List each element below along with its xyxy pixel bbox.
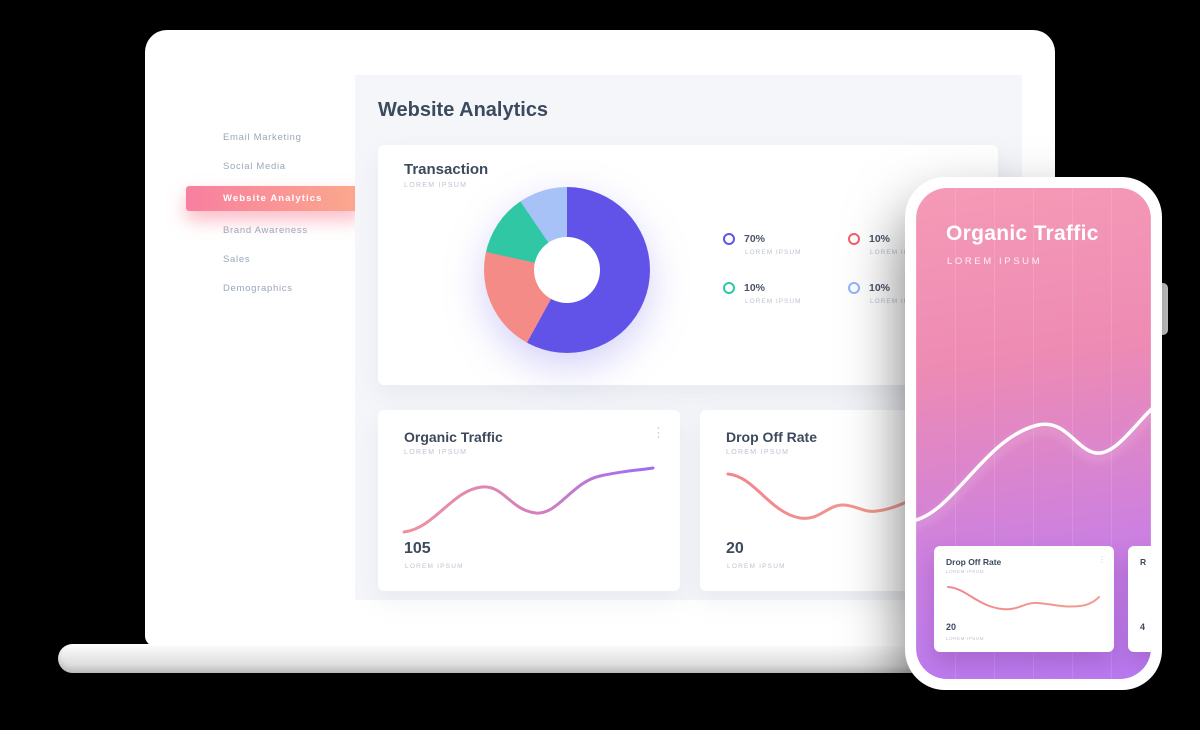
legend-ring-purple-icon (723, 233, 735, 245)
dropoff-card-title: Drop Off Rate (726, 429, 817, 445)
transaction-donut-chart (484, 187, 650, 353)
sidebar-item-sales[interactable]: Sales (223, 254, 251, 265)
legend-value: 10% (869, 282, 891, 294)
phone-organic-traffic-chart (916, 407, 1151, 522)
organic-card-subtitle: LOREM IPSUM (404, 449, 468, 456)
drop-off-rate-chart (726, 472, 919, 520)
phone-clipped-card: R 4 (1128, 546, 1151, 652)
organic-metric-value: 105 (404, 540, 431, 557)
phone-page-title: Organic Traffic (946, 222, 1099, 245)
transaction-legend: 70% LOREM IPSUM 10% LOREM IPSUM 10% LORE… (723, 233, 973, 305)
dropoff-metric-value: 20 (726, 540, 744, 557)
organic-traffic-chart (402, 466, 655, 534)
legend-label: LOREM IPSUM (870, 298, 927, 305)
phone-side-button (1157, 283, 1168, 335)
transaction-card: Transaction LOREM IPSUM 70% LOREM IPSUM … (378, 145, 998, 385)
transaction-card-subtitle: LOREM IPSUM (404, 182, 468, 189)
legend-ring-teal-icon (723, 282, 735, 294)
phone-card-title-fragment: R (1140, 557, 1147, 567)
phone-cards-row: Drop Off Rate LOREM IPSUM ⋮ 20 LOREM IPS… (934, 546, 1151, 652)
phone-card-value: 20 (946, 622, 957, 632)
legend-item: 10% LOREM IPSUM (723, 282, 848, 305)
sidebar-item-demographics[interactable]: Demographics (223, 283, 293, 294)
sidebar-nav: Email Marketing Social Media Website Ana… (175, 123, 362, 303)
phone-page-subtitle: LOREM IPSUM (947, 256, 1043, 267)
dropoff-metric-label: LOREM IPSUM (727, 563, 786, 570)
phone-card-value-label: LOREM IPSUM (946, 636, 985, 641)
phone-card-title: Drop Off Rate (946, 557, 1002, 567)
legend-item: 70% LOREM IPSUM (723, 233, 848, 256)
page-title: Website Analytics (378, 99, 549, 121)
organic-metric-label: LOREM IPSUM (405, 563, 464, 570)
sidebar-item-brand-awareness[interactable]: Brand Awareness (223, 225, 308, 236)
legend-label: LOREM IPSUM (745, 249, 802, 256)
legend-value: 10% (744, 282, 766, 294)
phone-drop-off-card: Drop Off Rate LOREM IPSUM ⋮ 20 LOREM IPS… (934, 546, 1114, 652)
kebab-menu-icon[interactable]: ⋮ (652, 425, 665, 440)
legend-item: 10% LOREM IPSUM (848, 233, 973, 256)
phone-card-value-fragment: 4 (1140, 622, 1146, 632)
organic-card-header: Organic Traffic LOREM IPSUM (404, 429, 503, 456)
transaction-card-header: Transaction LOREM IPSUM (404, 161, 488, 189)
phone-screen: Organic Traffic LOREM IPSUM Drop Off Rat… (916, 188, 1151, 679)
legend-label: LOREM IPSUM (745, 298, 802, 305)
sidebar-item-social-media[interactable]: Social Media (223, 161, 286, 172)
organic-card-title: Organic Traffic (404, 429, 503, 445)
legend-ring-blue-icon (848, 282, 860, 294)
sidebar: Email Marketing Social Media Website Ana… (175, 75, 362, 600)
dropoff-card-subtitle: LOREM IPSUM (726, 449, 790, 456)
transaction-card-title: Transaction (404, 161, 489, 178)
phone-mockup: Organic Traffic LOREM IPSUM Drop Off Rat… (905, 177, 1162, 690)
organic-traffic-card: Organic Traffic LOREM IPSUM ⋮ 105 LOREM … (378, 410, 680, 591)
legend-value: 70% (744, 233, 766, 245)
dropoff-card-header: Drop Off Rate LOREM IPSUM (726, 429, 817, 456)
sidebar-item-email-marketing[interactable]: Email Marketing (223, 132, 302, 143)
legend-ring-red-icon (848, 233, 860, 245)
kebab-menu-icon[interactable]: ⋮ (1098, 555, 1106, 564)
legend-value: 10% (869, 233, 891, 245)
sidebar-item-website-analytics[interactable]: Website Analytics (186, 186, 362, 211)
phone-card-subtitle: LOREM IPSUM (946, 569, 985, 574)
legend-label: LOREM IPSUM (870, 249, 927, 256)
phone-drop-off-chart (947, 586, 1100, 611)
legend-item: 10% LOREM IPSUM (848, 282, 973, 305)
